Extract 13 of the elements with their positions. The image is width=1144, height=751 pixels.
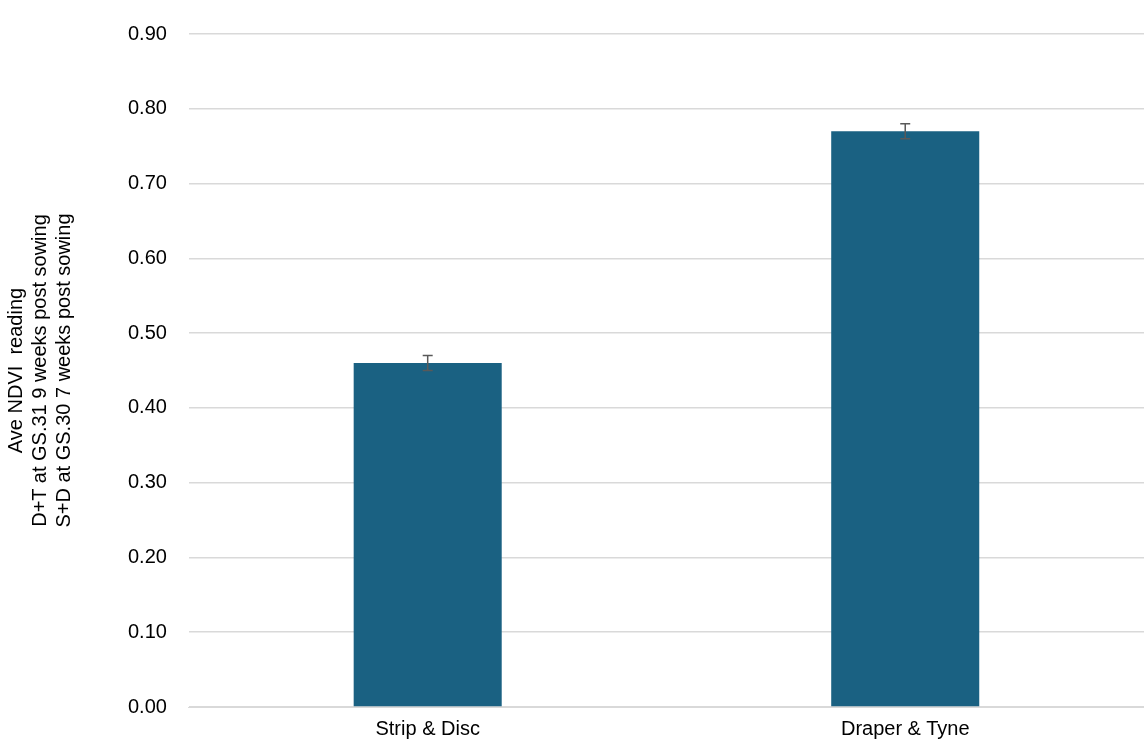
y-tick-label: 0.20 — [127, 544, 167, 567]
y-tick-label: 0.50 — [127, 320, 167, 343]
y-tick-label: 0.90 — [127, 21, 167, 44]
y-tick-label: 0.60 — [127, 245, 167, 268]
x-tick-label: Draper & Tyne — [840, 716, 970, 739]
y-axis-title: Ave NDVI reading D+T at GS.31 9 weeks post sowing S+D at GS.30 7 weeks post sowing — [3, 213, 74, 528]
y-tick-label: 0.30 — [127, 470, 167, 493]
y-tick-label: 0.70 — [127, 171, 167, 194]
y-tick-label: 0.40 — [127, 395, 167, 418]
x-tick-label: Strip & Disc — [375, 716, 480, 739]
y-tick-label: 0.10 — [127, 619, 167, 642]
y-tick-label: 0.80 — [127, 96, 167, 119]
y-tick-label: 0.00 — [127, 694, 167, 717]
